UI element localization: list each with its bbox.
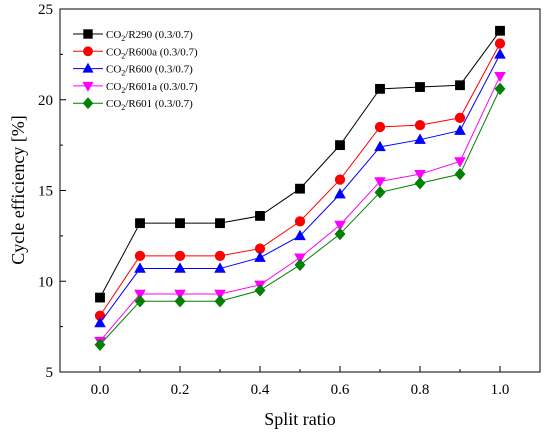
data-point (135, 218, 145, 229)
data-point (174, 262, 186, 273)
y-tick-label: 25 (38, 2, 53, 18)
series-4 (94, 71, 506, 348)
x-tick-label: 1.0 (491, 382, 510, 398)
legend-marker (83, 46, 93, 57)
data-point (134, 289, 146, 301)
data-point (414, 120, 426, 131)
data-point (294, 253, 306, 264)
data-point (494, 82, 506, 96)
legend-marker (82, 97, 94, 110)
data-point (95, 292, 105, 303)
series-3 (94, 48, 506, 328)
data-point (495, 25, 505, 36)
y-axis-label: Cycle efficiency [%] (8, 115, 28, 265)
data-point (174, 289, 186, 301)
data-point (174, 250, 186, 261)
data-point (494, 71, 506, 83)
data-point (454, 167, 466, 181)
data-point (374, 177, 386, 188)
data-point (334, 187, 346, 199)
data-point (134, 262, 146, 273)
data-point (374, 186, 386, 199)
series-1 (95, 25, 505, 303)
data-point (175, 218, 185, 229)
data-point (174, 295, 186, 308)
series-layer (94, 25, 506, 351)
legend-item: CO2/R601 (0.3/0.7) (73, 97, 193, 112)
axis-ticks: 0.0 0.2 0.4 0.6 0.8 1.0 5 10 15 20 25 (38, 2, 509, 398)
data-point (94, 316, 106, 328)
data-point (254, 251, 266, 262)
legend: CO2/R290 (0.3/0.7) CO2/R600a (0.3/0.7) CO2… (73, 29, 198, 112)
data-point (134, 295, 146, 308)
data-point (334, 227, 346, 241)
data-point (294, 258, 306, 272)
legend-item: CO2/R290 (0.3/0.7) (73, 29, 193, 43)
legend-item: CO2/R601a (0.3/0.7) (73, 81, 198, 95)
legend-label: CO2/R601 (0.3/0.7) (106, 98, 193, 112)
data-point (494, 48, 506, 59)
data-point (214, 289, 226, 301)
x-tick-label: 0.2 (171, 382, 190, 398)
data-point (94, 338, 106, 351)
data-point (414, 133, 426, 144)
x-tick-label: 0.8 (411, 382, 430, 398)
x-axis-label: Split ratio (264, 409, 336, 429)
data-point (214, 262, 226, 273)
data-point (414, 177, 426, 190)
legend-marker (82, 81, 94, 92)
data-point (454, 124, 466, 135)
data-point (374, 121, 386, 133)
data-point (134, 250, 146, 261)
data-point (415, 82, 425, 92)
data-point (375, 83, 385, 94)
y-tick-label: 10 (38, 274, 53, 290)
legend-marker (83, 29, 93, 39)
data-point (254, 284, 266, 297)
data-point (454, 157, 466, 168)
legend-label: CO2/R601a (0.3/0.7) (106, 81, 198, 95)
data-point (335, 140, 345, 151)
legend-label: CO2/R600 (0.3/0.7) (106, 64, 193, 78)
data-point (455, 80, 465, 91)
data-point (214, 250, 226, 261)
legend-label: CO2/R290 (0.3/0.7) (106, 29, 193, 43)
data-point (295, 183, 305, 194)
data-point (294, 229, 306, 241)
y-tick-label: 5 (46, 365, 54, 381)
data-point (214, 295, 226, 308)
x-tick-label: 0.6 (331, 382, 350, 398)
data-point (255, 211, 265, 221)
x-tick-label: 0.0 (91, 382, 110, 398)
legend-marker (82, 62, 94, 73)
y-tick-label: 15 (38, 184, 53, 200)
series-5 (94, 82, 506, 351)
y-tick-label: 20 (38, 93, 53, 109)
data-point (414, 169, 426, 181)
data-point (454, 112, 466, 124)
legend-item: CO2/R600 (0.3/0.7) (73, 62, 193, 78)
data-point (294, 216, 306, 227)
data-point (215, 218, 225, 229)
x-tick-label: 0.4 (251, 382, 270, 398)
legend-item: CO2/R600a (0.3/0.7) (73, 46, 198, 60)
data-point (334, 174, 346, 185)
data-point (494, 38, 506, 49)
data-point (374, 140, 386, 152)
legend-label: CO2/R600a (0.3/0.7) (106, 46, 198, 60)
data-point (334, 220, 346, 232)
